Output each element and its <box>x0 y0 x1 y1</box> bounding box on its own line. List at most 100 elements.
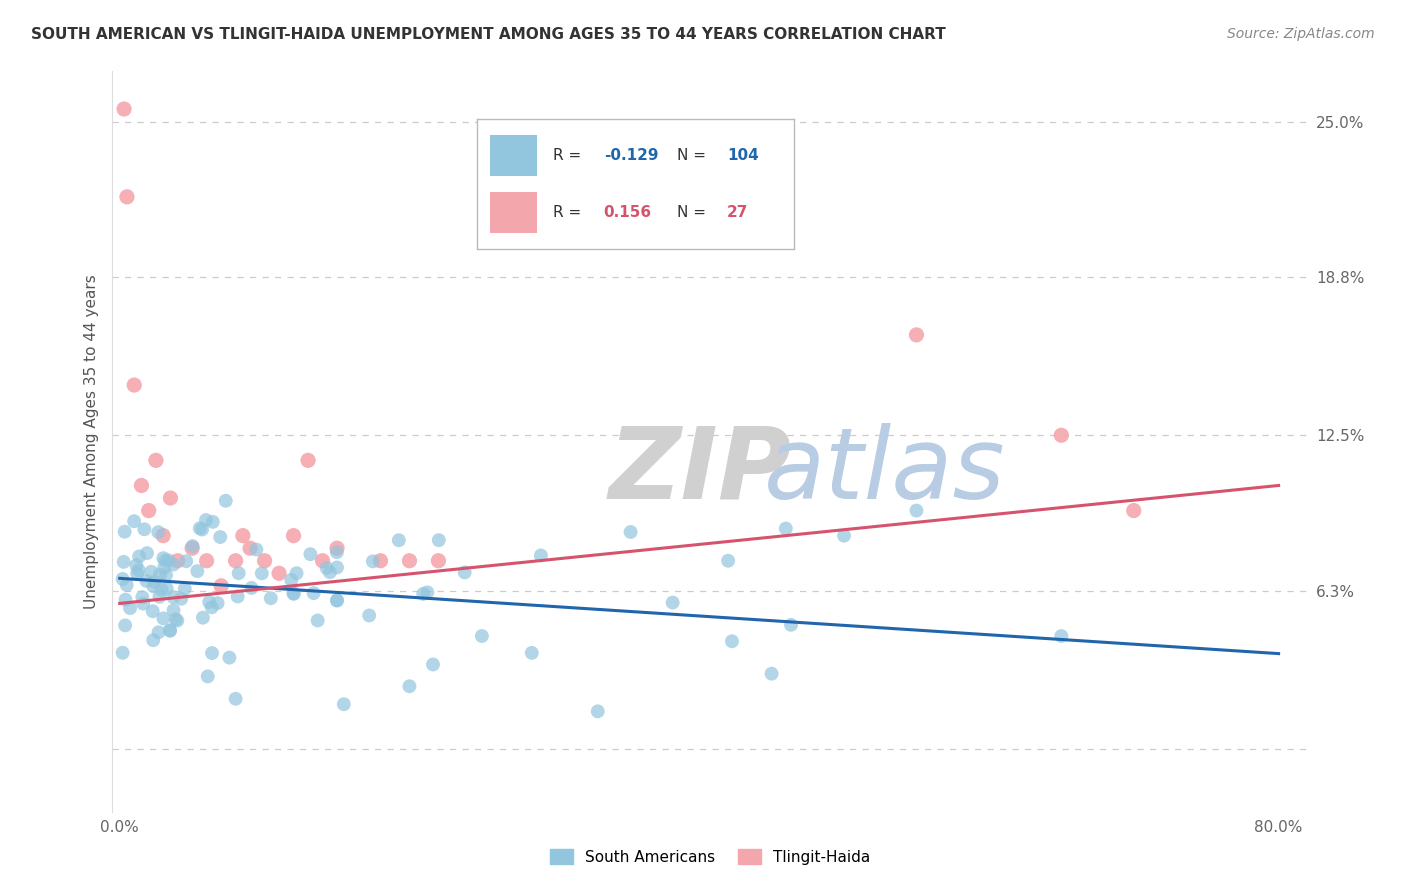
Point <box>761 666 783 681</box>
Text: atlas: atlas <box>763 423 1005 520</box>
Point <box>170 591 193 606</box>
Point <box>201 600 224 615</box>
Point <box>905 327 928 342</box>
Point <box>283 586 305 600</box>
Point <box>427 533 450 548</box>
Point <box>207 596 229 610</box>
Point <box>112 555 135 569</box>
Point <box>218 650 240 665</box>
Point <box>115 190 138 204</box>
Point <box>111 572 134 586</box>
Point <box>326 560 349 574</box>
Point <box>283 587 305 601</box>
Point <box>225 554 247 568</box>
Point <box>122 514 145 528</box>
Point <box>127 566 149 581</box>
Point <box>114 524 136 539</box>
Point <box>267 566 290 581</box>
Point <box>832 529 855 543</box>
Point <box>228 566 250 581</box>
Text: ZIP: ZIP <box>609 423 792 520</box>
Point <box>195 554 218 568</box>
Point <box>115 578 138 592</box>
Point <box>152 529 174 543</box>
Point <box>1050 428 1073 442</box>
Point <box>162 558 184 572</box>
Point <box>232 529 254 543</box>
Point <box>191 610 214 624</box>
Point <box>315 561 337 575</box>
Point <box>326 593 349 607</box>
Point <box>197 669 219 683</box>
Point <box>122 378 145 392</box>
Point <box>198 595 221 609</box>
Point <box>191 523 214 537</box>
Point <box>173 582 195 596</box>
Point <box>156 582 179 596</box>
Point <box>166 614 188 628</box>
Point <box>297 453 319 467</box>
Point <box>661 596 683 610</box>
Point <box>209 530 232 544</box>
Point <box>138 503 160 517</box>
Point <box>717 554 740 568</box>
Point <box>166 554 188 568</box>
Point <box>148 525 170 540</box>
Point <box>150 582 173 597</box>
Point <box>142 579 165 593</box>
Point <box>245 542 267 557</box>
Point <box>721 634 744 648</box>
Point <box>412 587 434 601</box>
Point <box>162 603 184 617</box>
Point <box>398 679 420 693</box>
Point <box>174 554 197 568</box>
Point <box>120 601 142 615</box>
Point <box>131 478 153 492</box>
Point <box>619 524 641 539</box>
Point <box>159 491 181 505</box>
Point <box>162 590 184 604</box>
Point <box>112 102 135 116</box>
Point <box>240 581 263 595</box>
Point <box>311 554 333 568</box>
Point <box>152 611 174 625</box>
Point <box>319 565 342 579</box>
Point <box>225 691 247 706</box>
Point <box>326 545 349 559</box>
Point <box>155 554 177 568</box>
Point <box>260 591 283 606</box>
Point <box>326 541 349 556</box>
Point <box>111 646 134 660</box>
Point <box>149 567 172 582</box>
Point <box>427 554 450 568</box>
Point <box>143 574 166 589</box>
Point <box>135 574 157 588</box>
Point <box>283 529 305 543</box>
Point <box>155 568 177 582</box>
Point <box>165 612 187 626</box>
Point <box>326 593 349 607</box>
Point <box>201 515 224 529</box>
Point <box>398 554 420 568</box>
Point <box>1050 629 1073 643</box>
Point <box>148 590 170 604</box>
Point <box>359 608 381 623</box>
Point <box>416 585 439 599</box>
Point <box>195 513 218 527</box>
Point <box>388 533 411 548</box>
Point <box>148 625 170 640</box>
Point <box>145 453 167 467</box>
Point <box>136 546 159 560</box>
Point <box>253 554 276 568</box>
Point <box>280 573 302 587</box>
Point <box>307 614 329 628</box>
Point <box>153 560 176 574</box>
Point <box>157 553 180 567</box>
Point <box>302 586 325 600</box>
Point <box>333 697 356 711</box>
Point <box>471 629 494 643</box>
Point <box>132 597 155 611</box>
Point <box>422 657 444 672</box>
Point <box>285 566 308 581</box>
Point <box>125 558 148 573</box>
